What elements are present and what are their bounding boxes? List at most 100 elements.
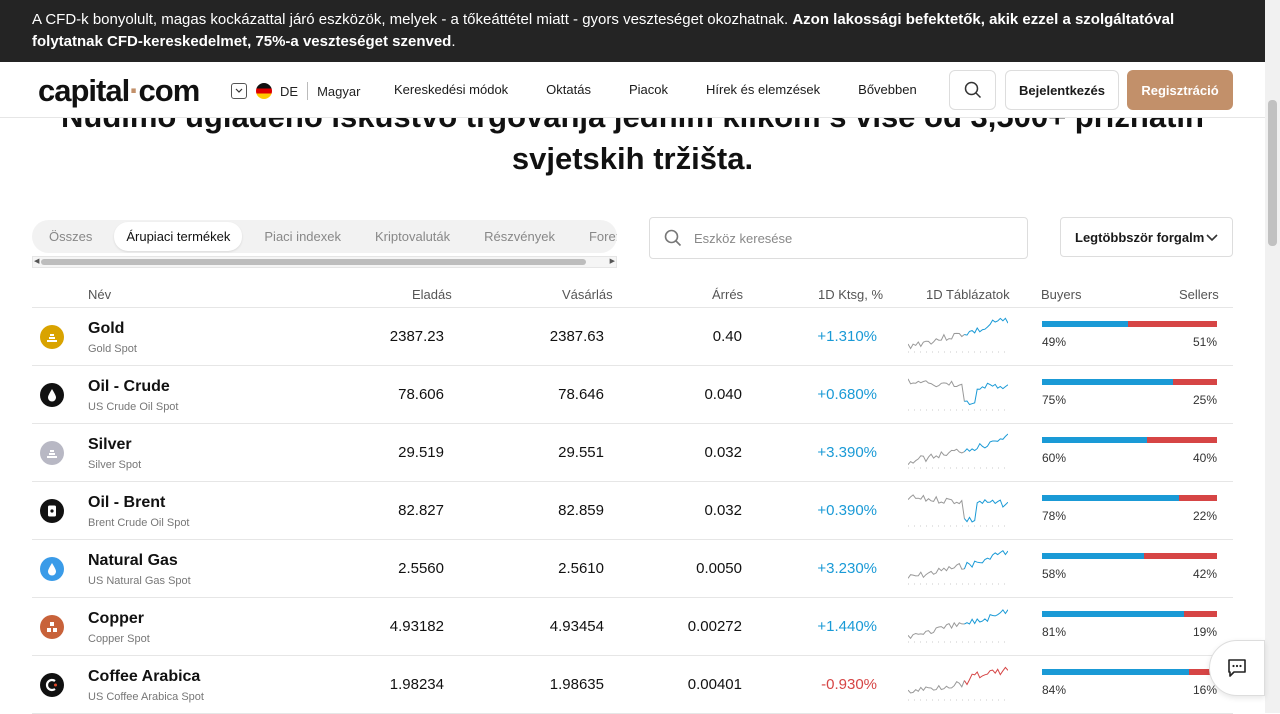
tab-commodities[interactable]: Árupiaci termékek	[114, 222, 243, 251]
page-scrollbar-thumb[interactable]	[1268, 100, 1277, 246]
sell-price[interactable]: 2387.23	[389, 328, 444, 345]
tab-forex[interactable]: Forex	[588, 229, 617, 244]
buy-price[interactable]: 1.98635	[549, 676, 604, 693]
instrument-description: US Crude Oil Spot	[88, 401, 179, 413]
sentiment-bar	[1042, 379, 1217, 385]
asset-search-box[interactable]	[649, 217, 1028, 259]
tabs-horizontal-scrollbar[interactable]: ◀ ▶	[32, 256, 617, 268]
instrument-name[interactable]: Oil - Crude	[88, 378, 170, 395]
instrument-name[interactable]: Oil - Brent	[88, 494, 166, 511]
chat-button[interactable]	[1209, 640, 1265, 696]
sellers-percent: 51%	[1192, 335, 1217, 349]
header-search-button[interactable]	[949, 70, 996, 110]
sell-price[interactable]: 82.827	[398, 502, 444, 519]
sentiment-bar	[1042, 553, 1217, 559]
tab-shares[interactable]: Részvények	[484, 229, 555, 244]
buy-price[interactable]: 4.93454	[549, 618, 604, 635]
buyers-fill	[1042, 495, 1179, 501]
table-row[interactable]: Silver Silver Spot 29.519 29.551 0.032 +…	[32, 424, 1233, 482]
buyers-percent: 84%	[1042, 683, 1067, 697]
instrument-name[interactable]: Silver	[88, 436, 132, 453]
spread-value: 0.00272	[687, 618, 742, 635]
page-scrollbar[interactable]	[1265, 0, 1280, 713]
table-row[interactable]: Oil - Crude US Crude Oil Spot 78.606 78.…	[32, 366, 1233, 424]
nav-more[interactable]: Bővebben	[858, 82, 917, 97]
instrument-description: Silver Spot	[88, 459, 142, 471]
sell-price[interactable]: 29.519	[398, 444, 444, 461]
header-name: Név	[88, 287, 112, 302]
nav-trading-modes[interactable]: Kereskedési módok	[394, 82, 509, 97]
scroll-left-arrow-icon[interactable]: ◀	[34, 258, 40, 265]
nav-markets[interactable]: Piacok	[628, 82, 668, 97]
spread-value: 0.032	[704, 444, 742, 461]
headline-container: Nudimo uglađeno iskustvo trgovanja jedni…	[0, 118, 1265, 190]
buy-price[interactable]: 29.551	[558, 444, 604, 461]
sellers-fill	[1147, 437, 1217, 443]
instrument-name[interactable]: Gold	[88, 320, 125, 337]
sparkline-chart	[908, 609, 1008, 643]
silver-bars-icon	[40, 441, 64, 465]
buy-price[interactable]: 2387.63	[549, 328, 604, 345]
buy-price[interactable]: 78.646	[558, 386, 604, 403]
sparkline-chart	[908, 494, 1008, 527]
oil-barrel-icon	[40, 499, 64, 523]
capital-com-logo[interactable]: capital·com	[38, 73, 200, 109]
sentiment-bar	[1042, 611, 1217, 617]
buyers-fill	[1042, 321, 1128, 327]
sentiment-bar	[1042, 495, 1217, 501]
sentiment-bar	[1042, 437, 1217, 443]
instrument-name[interactable]: Coffee Arabica	[88, 668, 201, 685]
sellers-fill	[1183, 611, 1217, 617]
header-sellers: Sellers	[1179, 287, 1219, 302]
buy-price[interactable]: 82.859	[558, 502, 604, 519]
table-row[interactable]: Coffee Arabica US Coffee Arabica Spot 1.…	[32, 656, 1233, 714]
tab-all[interactable]: Összes	[49, 229, 93, 244]
scroll-right-arrow-icon[interactable]: ▶	[609, 258, 615, 265]
risk-warning-bold: Azon lakossági befektetők, akik ezzel a …	[32, 11, 1175, 50]
header-chart: 1D Táblázatok	[926, 287, 1010, 302]
tab-indices[interactable]: Piaci indexek	[264, 229, 341, 244]
sell-price[interactable]: 78.606	[398, 386, 444, 403]
language-label: Magyar	[317, 83, 361, 99]
sentiment-bar	[1042, 321, 1217, 327]
instrument-name[interactable]: Copper	[88, 610, 144, 627]
instrument-description: US Natural Gas Spot	[88, 575, 191, 587]
buy-price[interactable]: 2.5610	[558, 560, 604, 577]
language-selector[interactable]: DE Magyar	[231, 82, 360, 100]
site-header: capital·com DE Magyar Kereskedési módok …	[0, 62, 1265, 118]
instrument-name[interactable]: Natural Gas	[88, 552, 178, 569]
daily-change: +1.440%	[817, 618, 877, 635]
header-sell: Eladás	[412, 287, 452, 302]
sellers-percent: 22%	[1192, 509, 1217, 523]
buyers-fill	[1042, 437, 1147, 443]
buyers-percent: 78%	[1042, 509, 1067, 523]
buyers-percent: 60%	[1042, 451, 1067, 465]
daily-change: -0.930%	[821, 676, 877, 693]
sellers-fill	[1173, 379, 1217, 385]
nav-education[interactable]: Oktatás	[546, 82, 591, 97]
sell-price[interactable]: 2.5560	[398, 560, 444, 577]
table-row[interactable]: Natural Gas US Natural Gas Spot 2.5560 2…	[32, 540, 1233, 598]
sell-price[interactable]: 1.98234	[389, 676, 444, 693]
nav-news-analysis[interactable]: Hírek és elemzések	[706, 82, 821, 97]
sort-dropdown[interactable]: Legtöbbször forgalm	[1060, 217, 1233, 257]
chat-icon	[1228, 659, 1246, 677]
register-button[interactable]: Regisztráció	[1127, 70, 1233, 110]
sparkline-chart	[908, 549, 1008, 585]
gold-bars-icon	[40, 325, 64, 349]
table-row[interactable]: Oil - Brent Brent Crude Oil Spot 82.827 …	[32, 482, 1233, 540]
logo-part-1: capital	[38, 73, 130, 108]
buyers-percent: 75%	[1042, 393, 1067, 407]
table-row[interactable]: Copper Copper Spot 4.93182 4.93454 0.002…	[32, 598, 1233, 656]
sell-price[interactable]: 4.93182	[389, 618, 444, 635]
divider	[307, 82, 309, 100]
table-row[interactable]: Gold Gold Spot 2387.23 2387.63 0.40 +1.3…	[32, 308, 1233, 366]
asset-search-input[interactable]	[694, 230, 994, 246]
tab-crypto[interactable]: Kriptovaluták	[375, 229, 451, 244]
daily-change: +3.230%	[817, 560, 877, 577]
sparkline-chart	[908, 433, 1008, 469]
scrollbar-thumb[interactable]	[41, 259, 586, 265]
spread-value: 0.040	[704, 386, 742, 403]
table-header: Név Eladás Vásárlás Árrés 1D Ktsg, % 1D …	[32, 282, 1233, 308]
login-button[interactable]: Bejelentkezés	[1005, 70, 1119, 110]
